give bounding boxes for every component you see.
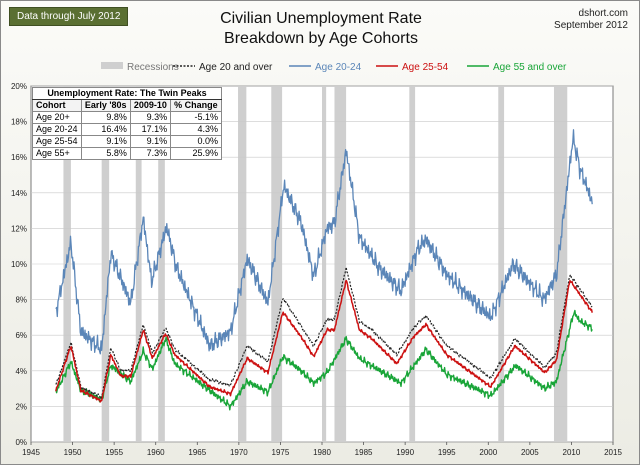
series-age-25-54 [55,279,593,403]
source-site: dshort.com [578,8,628,19]
series-age-20-and-over [55,266,593,400]
x-tick-label: 1995 [438,448,456,457]
chart-title: Civilian Unemployment Rate Breakdown by … [1,9,640,49]
y-tick-label: 14% [11,189,27,198]
y-tick-label: 18% [11,118,27,127]
twin-peaks-table: Unemployment Rate: The Twin Peaks Cohort… [32,87,222,160]
y-tick-label: 4% [15,367,27,376]
x-tick-label: 1980 [313,448,331,457]
source-date: September 2012 [554,20,628,31]
table-cell: 16.4% [80,123,131,136]
table-cell: Age 25-54 [32,135,82,148]
table-cell: 9.8% [80,111,131,124]
table-cell: 25.9% [170,147,222,160]
table-cell: 7.3% [129,147,172,160]
y-tick-label: 2% [15,402,27,411]
table-cell: Age 20+ [32,111,82,124]
date-badge: Data through July 2012 [9,7,129,26]
table-cell: 9.3% [129,111,172,124]
table-header: Early '80s [80,99,131,112]
table-row: Age 25-54 9.1% 9.1% 0.0% [32,135,222,148]
x-tick-label: 1985 [355,448,373,457]
table-header: 2009-10 [129,99,172,112]
x-tick-label: 1950 [64,448,82,457]
series-age-20-24 [55,129,593,355]
table-header-row: Cohort Early '80s 2009-10 % Change [32,99,222,112]
y-tick-label: 10% [11,260,27,269]
table-caption: Unemployment Rate: The Twin Peaks [32,87,222,100]
legend-age-55-and-over: Age 55 and over [493,62,567,73]
legend-age-20-24: Age 20-24 [315,62,362,73]
x-tick-label: 1945 [22,448,40,457]
table-cell: 5.8% [80,147,131,160]
table-cell: -5.1% [170,111,222,124]
y-tick-label: 20% [11,82,27,91]
table-cell: 9.1% [80,135,131,148]
x-tick-label: 2010 [563,448,581,457]
table-header: % Change [170,99,222,112]
legend-recessions-swatch [101,62,123,69]
x-tick-label: 1990 [396,448,414,457]
table-cell: 9.1% [129,135,172,148]
x-tick-label: 1965 [188,448,206,457]
table-header: Cohort [32,99,82,112]
table-cell: 4.3% [170,123,222,136]
series-age-55-and-over [55,309,593,411]
x-tick-label: 1975 [272,448,290,457]
x-tick-label: 1970 [230,448,248,457]
legend-age-20-and-over: Age 20 and over [199,62,273,73]
y-tick-label: 16% [11,153,27,162]
table-row: Age 20-24 16.4% 17.1% 4.3% [32,123,222,136]
table-row: Age 20+ 9.8% 9.3% -5.1% [32,111,222,124]
x-tick-label: 2015 [604,448,622,457]
title-line-1: Civilian Unemployment Rate [220,10,422,27]
table-row: Age 55+ 5.8% 7.3% 25.9% [32,147,222,160]
x-tick-label: 2000 [479,448,497,457]
y-tick-label: 6% [15,331,27,340]
y-tick-label: 0% [15,438,27,447]
legend-age-25-54: Age 25-54 [402,62,449,73]
title-line-2: Breakdown by Age Cohorts [224,30,418,47]
table-cell: Age 55+ [32,147,82,160]
legend-recessions: Recessions [127,62,179,73]
y-tick-label: 8% [15,296,27,305]
table-cell: 0.0% [170,135,222,148]
x-tick-label: 2005 [521,448,539,457]
x-tick-label: 1955 [105,448,123,457]
x-tick-label: 1960 [147,448,165,457]
y-tick-label: 12% [11,224,27,233]
table-cell: 17.1% [129,123,172,136]
table-cell: Age 20-24 [32,123,82,136]
